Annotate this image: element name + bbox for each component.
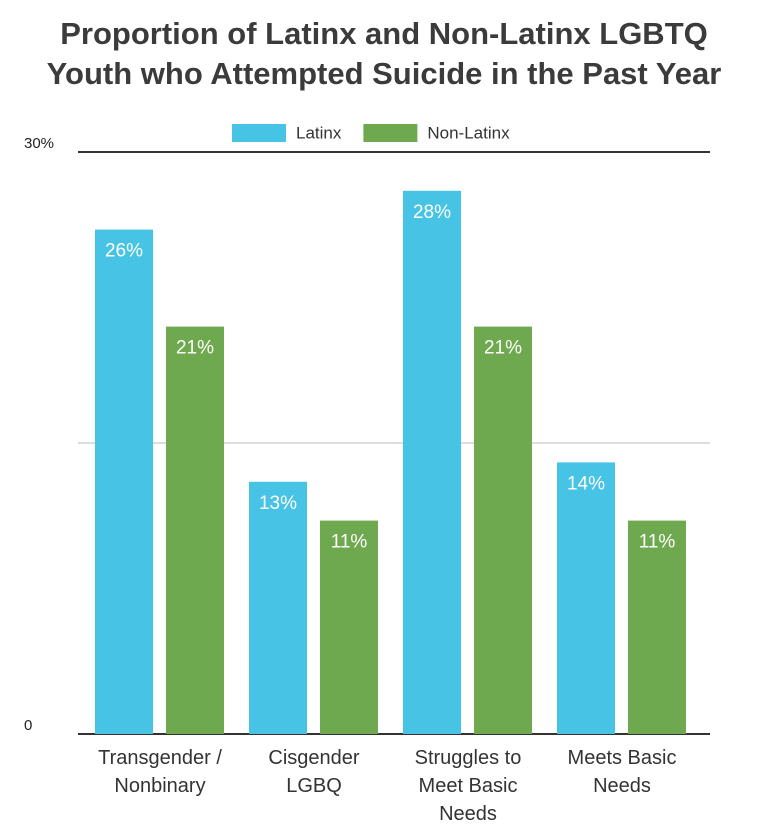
legend-label: Latinx: [296, 123, 342, 142]
bar: [557, 462, 615, 734]
value-label: 21%: [484, 338, 522, 359]
title-box: Proportion of Latinx and Non-Latinx LGBT…: [0, 14, 768, 94]
bar: [166, 326, 224, 734]
bar: [320, 520, 378, 734]
value-label: 11%: [331, 532, 368, 553]
x-tick-label: Meets Basic Needs: [567, 747, 677, 797]
legend-swatch: [232, 124, 286, 142]
x-tick-label: Transgender / Nonbinary: [98, 747, 222, 797]
x-tick-label: Cisgender LGBQ: [268, 747, 360, 797]
value-label: 26%: [105, 241, 143, 262]
y-tick-label: 0: [24, 717, 32, 734]
bar: [249, 481, 307, 734]
value-label: 13%: [259, 493, 297, 514]
bar: [628, 520, 686, 734]
chart-title: Proportion of Latinx and Non-Latinx LGBT…: [46, 16, 722, 91]
bar: [403, 190, 461, 735]
bar: [95, 229, 153, 734]
legend-swatch: [363, 124, 418, 142]
value-label: 11%: [639, 532, 676, 553]
bar: [474, 326, 532, 734]
value-label: 14%: [567, 473, 605, 494]
legend-label: Non-Latinx: [427, 123, 510, 142]
value-label: 28%: [413, 202, 451, 223]
x-tick-label: Struggles to Meet Basic Needs: [414, 747, 522, 825]
value-label: 21%: [176, 338, 214, 359]
y-tick-label: 30%: [24, 135, 54, 152]
